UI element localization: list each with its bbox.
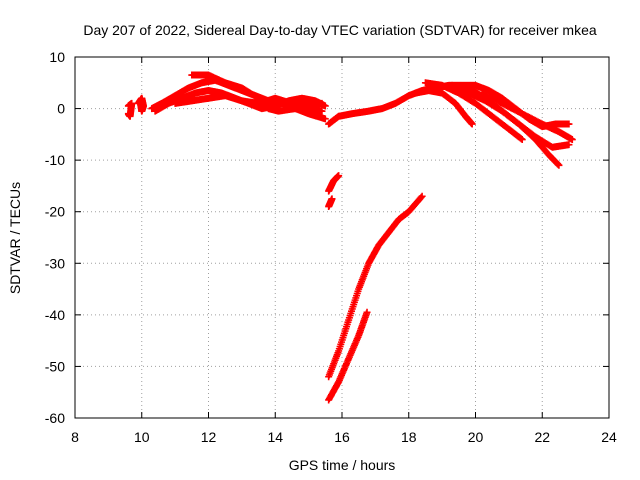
y-tick-label: 0 (57, 101, 65, 117)
x-axis-label: GPS time / hours (289, 457, 396, 473)
series-track-n (325, 195, 336, 211)
grid-lines (75, 57, 609, 418)
data-points (124, 71, 576, 404)
data-point (318, 99, 326, 107)
data-point (418, 192, 426, 200)
data-point (555, 161, 563, 169)
data-point (417, 193, 425, 201)
data-point (136, 97, 144, 105)
y-tick-label: 10 (49, 49, 65, 65)
data-point (565, 141, 573, 149)
x-tick-label: 12 (201, 429, 217, 445)
x-tick-label: 22 (534, 429, 550, 445)
x-tick-label: 16 (334, 429, 350, 445)
axis-ticks: 8 10 12 14 16 18 20 22 24 -60 -50 -40 -30 -20 -10 0 10 (45, 49, 617, 445)
data-point (124, 110, 132, 118)
data-point (363, 308, 371, 316)
series-track-h (411, 87, 476, 128)
x-tick-label: 8 (71, 429, 79, 445)
x-tick-label: 20 (468, 429, 484, 445)
y-tick-label: -30 (45, 255, 65, 271)
x-tick-label: 24 (601, 429, 617, 445)
series-track-k (465, 84, 563, 169)
series-track-a (124, 99, 136, 120)
data-point (328, 195, 336, 203)
y-tick-label: -40 (45, 307, 65, 323)
data-point (568, 136, 576, 144)
y-tick-label: -50 (45, 358, 65, 374)
series-track-p (325, 308, 371, 404)
series-track-o (325, 192, 426, 381)
y-tick-label: -10 (45, 152, 65, 168)
data-point (565, 120, 573, 128)
series-track-i (421, 79, 526, 144)
data-point (468, 120, 476, 128)
x-tick-label: 10 (134, 429, 150, 445)
series-track-m (325, 172, 343, 195)
y-axis-label: SDTVAR / TECUs (7, 182, 23, 294)
series-track-f (171, 92, 326, 110)
data-point (335, 172, 343, 180)
data-point (321, 115, 329, 123)
y-tick-label: -60 (45, 410, 65, 426)
x-tick-label: 18 (401, 429, 417, 445)
series-track-b (134, 94, 147, 115)
series-track-l (478, 89, 576, 144)
data-point (318, 107, 326, 115)
x-tick-label: 14 (267, 429, 283, 445)
chart-title: Day 207 of 2022, Sidereal Day-to-day VTE… (83, 22, 596, 38)
y-tick-label: -20 (45, 204, 65, 220)
data-point (518, 136, 526, 144)
